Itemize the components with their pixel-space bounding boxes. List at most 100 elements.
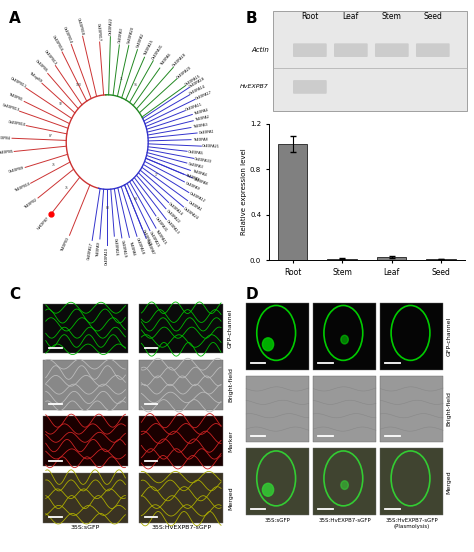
- Text: 77: 77: [155, 173, 158, 177]
- Text: OsEXPA14: OsEXPA14: [189, 84, 207, 96]
- Text: 92: 92: [59, 103, 63, 107]
- Text: 100: 100: [76, 83, 82, 87]
- Text: TaEXPB4: TaEXPB4: [0, 136, 10, 140]
- Text: TaEXPA15: TaEXPA15: [143, 39, 154, 56]
- Text: OsEXPA33: OsEXPA33: [193, 157, 212, 163]
- Text: OsEXPA3: OsEXPA3: [188, 162, 204, 169]
- Text: OsEXPB9: OsEXPB9: [8, 166, 25, 174]
- Text: OsEXPA31: OsEXPA31: [155, 216, 168, 232]
- Text: OsEXPA5: OsEXPA5: [188, 150, 204, 155]
- Text: 71: 71: [120, 77, 124, 81]
- FancyBboxPatch shape: [416, 44, 450, 57]
- Text: OsEXPA13: OsEXPA13: [165, 219, 180, 235]
- Text: OsEXPA17: OsEXPA17: [87, 242, 94, 260]
- Text: OsEXPA15: OsEXPA15: [148, 231, 161, 248]
- Text: OsEXPA18: OsEXPA18: [135, 237, 145, 256]
- Text: OsEXPA20: OsEXPA20: [127, 26, 135, 45]
- Text: OsEXPA18: OsEXPA18: [172, 52, 188, 68]
- FancyBboxPatch shape: [293, 80, 327, 94]
- FancyBboxPatch shape: [381, 303, 443, 370]
- Text: D: D: [246, 286, 259, 301]
- Text: 87: 87: [49, 134, 52, 139]
- Text: OsEXPB13: OsEXPB13: [1, 104, 20, 113]
- FancyBboxPatch shape: [293, 44, 327, 57]
- Text: OsEXPA1: OsEXPA1: [188, 200, 203, 212]
- Text: TaEXPB2: TaEXPB2: [23, 198, 38, 210]
- Text: OsEXPA9: OsEXPA9: [185, 181, 201, 191]
- Text: 35S:sGFP: 35S:sGFP: [264, 518, 291, 523]
- Text: OsEXPA18: OsEXPA18: [188, 76, 206, 88]
- Text: C: C: [9, 286, 20, 301]
- Text: OsEXPB5: OsEXPB5: [34, 59, 48, 73]
- Text: OsEXPA7: OsEXPA7: [145, 240, 155, 256]
- Text: OsEXPA1: OsEXPA1: [198, 129, 214, 135]
- FancyBboxPatch shape: [381, 448, 443, 515]
- Text: OsEXPA20: OsEXPA20: [176, 65, 192, 79]
- Text: TaEXPB3: TaEXPB3: [61, 237, 71, 252]
- FancyBboxPatch shape: [334, 44, 368, 57]
- Text: TaExpB9: TaExpB9: [27, 71, 42, 83]
- Text: Actin: Actin: [251, 47, 269, 53]
- Text: OsEXPA22: OsEXPA22: [164, 208, 180, 224]
- Text: 35S:HvEXPB7-sGFP
(Plasmolysis): 35S:HvEXPB7-sGFP (Plasmolysis): [385, 518, 438, 529]
- Text: OsEXPA11: OsEXPA11: [185, 102, 203, 112]
- Text: Marker: Marker: [228, 431, 233, 453]
- Text: OsEXPA8: OsEXPA8: [193, 177, 209, 186]
- Text: Bright-field: Bright-field: [228, 368, 233, 402]
- FancyBboxPatch shape: [375, 44, 409, 57]
- FancyBboxPatch shape: [273, 11, 467, 110]
- Text: Leaf: Leaf: [343, 12, 359, 21]
- Text: OsEXPA31: OsEXPA31: [152, 43, 165, 61]
- Text: OsEXPB11: OsEXPB11: [9, 76, 27, 89]
- Text: 96: 96: [134, 83, 137, 87]
- Text: 35S:HvEXPB7-sGFP: 35S:HvEXPB7-sGFP: [318, 518, 371, 523]
- FancyBboxPatch shape: [44, 304, 128, 353]
- Text: TaEXPB5: TaEXPB5: [0, 150, 13, 155]
- Text: HvEXPB7: HvEXPB7: [36, 216, 50, 231]
- Circle shape: [341, 335, 348, 344]
- Text: OsEXPA2: OsEXPA2: [136, 31, 146, 48]
- Text: Bright-field: Bright-field: [447, 391, 452, 427]
- FancyBboxPatch shape: [313, 448, 376, 515]
- Text: TaEXPA6: TaEXPA6: [128, 240, 136, 255]
- Text: TaEXPA15: TaEXPA15: [155, 229, 167, 245]
- Text: TaEXPA6: TaEXPA6: [159, 53, 172, 67]
- Text: 75: 75: [52, 162, 55, 167]
- Text: OsEXPB14: OsEXPB14: [62, 25, 73, 44]
- Text: TaEXPB10: TaEXPB10: [14, 182, 31, 193]
- Text: B: B: [246, 11, 258, 26]
- Text: Merged: Merged: [447, 470, 452, 493]
- FancyBboxPatch shape: [313, 375, 376, 443]
- Text: TaEXPA4: TaEXPA4: [193, 108, 209, 115]
- Text: Root: Root: [301, 12, 319, 21]
- Text: OsEXPA3: OsEXPA3: [118, 26, 124, 43]
- Text: OsEXPA10: OsEXPA10: [105, 247, 109, 265]
- Text: OsEXPA24: OsEXPA24: [182, 206, 200, 220]
- Text: GFP-channel: GFP-channel: [447, 317, 452, 356]
- Text: 64: 64: [134, 197, 137, 201]
- Text: TaEXPA4: TaEXPA4: [191, 169, 207, 177]
- Text: OsEXPA21: OsEXPA21: [201, 144, 219, 149]
- Text: OsEXPB10: OsEXPB10: [8, 120, 27, 128]
- FancyBboxPatch shape: [246, 448, 309, 515]
- Text: TaEXPB1: TaEXPB1: [8, 93, 24, 102]
- FancyBboxPatch shape: [246, 375, 309, 443]
- FancyBboxPatch shape: [139, 304, 223, 353]
- Text: Stem: Stem: [382, 12, 402, 21]
- Circle shape: [263, 338, 273, 351]
- Text: Seed: Seed: [423, 12, 442, 21]
- Text: TaEXPA3: TaEXPA3: [192, 123, 208, 129]
- FancyBboxPatch shape: [139, 473, 223, 523]
- Text: OsEXPA17: OsEXPA17: [194, 90, 212, 100]
- FancyBboxPatch shape: [139, 360, 223, 410]
- Text: OsEXPA14: OsEXPA14: [167, 202, 184, 217]
- Text: OsEXPA20: OsEXPA20: [140, 229, 152, 247]
- FancyBboxPatch shape: [246, 303, 309, 370]
- Text: TaEXPA5: TaEXPA5: [184, 173, 200, 182]
- FancyBboxPatch shape: [44, 417, 128, 466]
- Text: OsEXPA12: OsEXPA12: [188, 192, 206, 204]
- Text: 35S:sGFP: 35S:sGFP: [71, 526, 100, 530]
- Text: OsEXPB16: OsEXPB16: [51, 34, 64, 52]
- Circle shape: [263, 484, 273, 496]
- FancyBboxPatch shape: [313, 303, 376, 370]
